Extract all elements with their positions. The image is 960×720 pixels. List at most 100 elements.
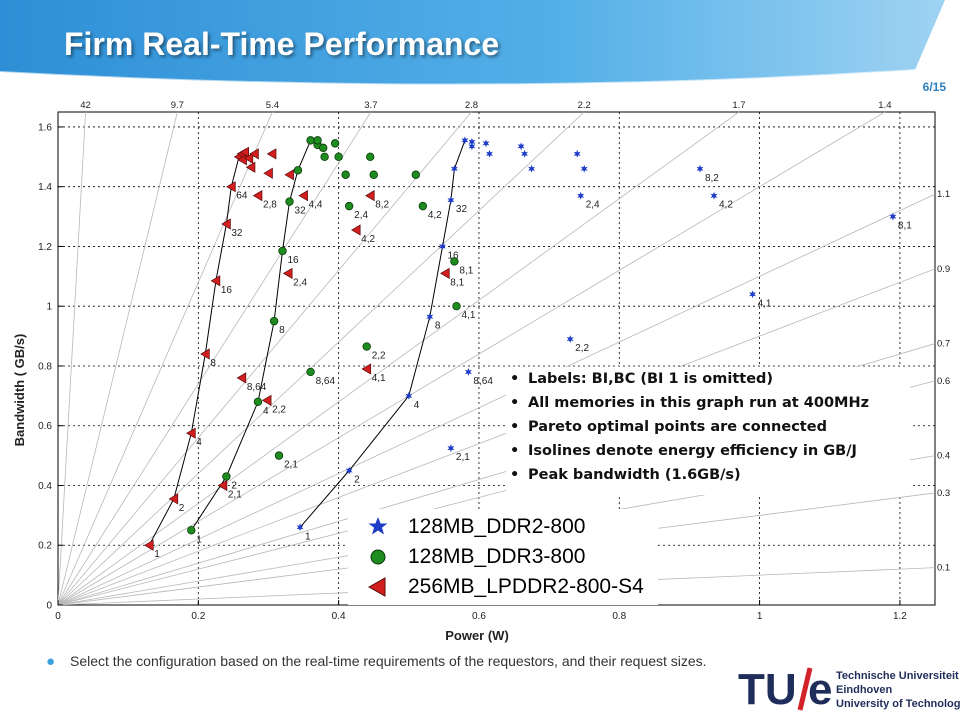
- data-point-star: [468, 142, 476, 151]
- data-point-label: 64: [236, 191, 248, 202]
- data-point-circle: [293, 166, 303, 175]
- x-tick-label: 0: [55, 611, 61, 622]
- tue-logo-icon: TU e: [738, 665, 832, 714]
- star-marker-icon: [368, 517, 388, 535]
- data-point-circle: [274, 451, 284, 460]
- data-point-label: 2,1: [284, 460, 298, 471]
- data-point-triangle: [365, 190, 375, 202]
- legend-label: 128MB_DDR2-800: [408, 515, 586, 538]
- data-point-label: 2,2: [575, 343, 589, 354]
- isoline-top-label: 3.7: [364, 100, 377, 111]
- legend-label: 128MB_DDR3-800: [408, 545, 586, 568]
- data-point-triangle: [284, 169, 294, 181]
- data-point-star: [468, 137, 476, 146]
- data-point-label: 2,2: [372, 351, 386, 362]
- isoline: [57, 193, 936, 606]
- isoline: [57, 268, 936, 606]
- data-point-circle: [369, 170, 378, 179]
- data-point-label: 4,4: [309, 200, 323, 211]
- data-point-circle: [418, 201, 428, 211]
- slide-caption: ● Select the configuration based on the …: [46, 651, 726, 672]
- isoline-right-label: 0.7: [937, 339, 950, 350]
- data-point-label: 4,1: [462, 310, 476, 321]
- x-tick-label: 0.6: [472, 611, 486, 622]
- chart-legend: 128MB_DDR2-800 128MB_DDR3-800 256MB_LPDD…: [348, 509, 658, 605]
- y-tick-label: 0.2: [38, 541, 52, 552]
- data-point-label: 4,1: [758, 298, 772, 309]
- data-point-label: 2: [231, 481, 237, 492]
- data-point-circle: [411, 170, 421, 179]
- isoline-right-label: 1.1: [937, 189, 950, 200]
- data-point-star: [405, 391, 413, 400]
- data-point-triangle: [243, 152, 254, 164]
- data-point-star: [710, 191, 718, 200]
- data-point-circle: [366, 152, 375, 162]
- y-tick-label: 1: [46, 302, 52, 313]
- y-tick-label: 1.4: [38, 182, 52, 193]
- data-point-star: [447, 444, 455, 453]
- isoline-top-label: 2.8: [465, 100, 478, 111]
- isoline-top-label: 5.4: [266, 100, 279, 111]
- isoline-top-label: 42: [80, 100, 91, 111]
- page-number: 6/15: [922, 80, 946, 94]
- isoline-right-label: 0.4: [937, 451, 950, 462]
- header-banner: [0, 0, 945, 86]
- data-point-label: 32: [456, 204, 468, 215]
- y-tick-label: 1.2: [38, 242, 52, 253]
- logo-text-line: University of Technology: [836, 698, 960, 710]
- data-point-triangle: [350, 224, 361, 236]
- data-point-triangle: [245, 161, 256, 173]
- legend-label: 256MB_LPDDR2-800-S4: [408, 575, 644, 598]
- data-point-label: 16: [288, 255, 300, 266]
- note-item: Peak bandwidth (1.6GB/s): [510, 463, 910, 487]
- point-label-layer: 1 2 4 8 16 32 2,4 8,2 4,2 8,1 4,1 2,2 8,64 2,1 1 2 4 8 16 3…: [154, 173, 912, 560]
- data-point-circle: [285, 197, 294, 206]
- tue-logo: TU e Technische Universiteit Eindhoven U…: [738, 660, 960, 716]
- data-point-circle: [222, 472, 231, 481]
- data-point-label: 8,64: [316, 376, 336, 387]
- isoline-right-label: 0.3: [937, 488, 950, 499]
- data-point-label: 4: [196, 437, 202, 448]
- data-point-circle: [320, 152, 329, 162]
- y-tick-label: 0.6: [38, 421, 52, 432]
- data-point-label: 2,4: [586, 200, 600, 211]
- data-point-circle: [452, 302, 461, 311]
- data-point-star: [528, 164, 535, 173]
- data-point-triangle: [298, 190, 308, 202]
- data-point-label: 8,1: [450, 277, 464, 288]
- triangle-marker-icon: [367, 577, 386, 597]
- data-point-circle: [362, 342, 371, 351]
- data-point-label: 4,2: [361, 234, 375, 245]
- isoline: [57, 111, 178, 606]
- notes-box: Labels: BI,BC (BI 1 is omitted) All memo…: [506, 367, 910, 495]
- data-point-triangle: [186, 427, 196, 439]
- data-point-star: [889, 212, 897, 221]
- data-point-triangle: [217, 479, 228, 492]
- notes-list: Labels: BI,BC (BI 1 is omitted) All memo…: [506, 367, 910, 487]
- data-point-triangle: [261, 394, 272, 406]
- data-point-triangle: [144, 539, 154, 551]
- data-point-triangle: [263, 167, 273, 179]
- x-tick-label: 0.4: [332, 611, 346, 622]
- isoline: [57, 111, 740, 606]
- data-point-label: 32: [231, 228, 243, 239]
- data-point-triangle: [200, 348, 210, 360]
- data-point-label: 4,2: [719, 200, 733, 211]
- data-point-label: 8,1: [459, 265, 473, 276]
- data-point-circle: [450, 257, 459, 266]
- logo-mark-tu: TU: [738, 665, 797, 714]
- data-point-star: [461, 136, 469, 145]
- data-point-label: 2,1: [456, 452, 470, 463]
- data-point-label: 16: [447, 250, 459, 261]
- slide-title: Firm Real-Time Performance: [64, 26, 500, 62]
- data-point-label: 2,1: [228, 489, 242, 500]
- data-point-star: [439, 242, 446, 251]
- data-point-star: [749, 290, 756, 299]
- data-point-triangle: [440, 267, 450, 279]
- data-point-star: [447, 196, 455, 205]
- x-tick-label: 0.2: [191, 611, 205, 622]
- data-point-circle: [341, 170, 350, 179]
- logo-text-line: Eindhoven: [836, 684, 893, 696]
- data-point-label: 2,4: [293, 277, 307, 288]
- caption-text: Select the configuration based on the re…: [70, 653, 707, 669]
